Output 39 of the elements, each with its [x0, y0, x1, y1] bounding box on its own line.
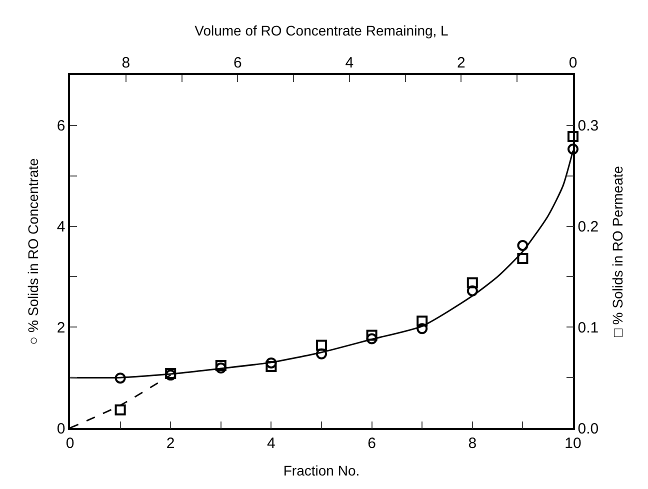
x2-tick-label: 6: [234, 54, 242, 72]
x2-tick-label: 2: [457, 54, 466, 72]
point: [266, 360, 277, 372]
point: [568, 131, 578, 142]
y-tick-label: 0: [56, 420, 66, 438]
y2-axis-title: □ % Solids in RO Permeate: [609, 166, 626, 338]
y2-tick-label: 0.3: [578, 118, 599, 135]
x-tick-label: 4: [267, 434, 276, 452]
point: [568, 144, 578, 155]
point: [366, 333, 378, 344]
point: [316, 348, 327, 360]
x2-axis-title: Volume of RO Concentrate Remaining, L: [194, 22, 449, 38]
x2-tick-label: 8: [122, 54, 130, 72]
x-tick-label: 2: [166, 434, 175, 452]
point: [517, 240, 528, 251]
y2-tick-label: 0.2: [578, 218, 599, 236]
point: [266, 357, 277, 368]
y-tick-label: 4: [56, 218, 66, 236]
y2-tick-label: 0.1: [578, 319, 599, 336]
y-axis-title: ○ % Solids in RO Concentrate: [25, 158, 42, 345]
point: [466, 285, 478, 296]
x-axis-title: Fraction No.: [283, 462, 360, 479]
point: [366, 330, 378, 341]
point: [215, 360, 226, 371]
x2-tick-label: 4: [345, 54, 354, 72]
y-tick-label: 2: [56, 319, 66, 336]
point: [114, 404, 126, 416]
point: [114, 372, 126, 384]
x2-tick-label: 0: [568, 54, 578, 72]
x-tick-label: 6: [368, 434, 376, 452]
point: [466, 277, 478, 288]
point: [416, 316, 428, 327]
x-tick-label: 10: [564, 434, 582, 452]
y-tick-label: 6: [56, 118, 66, 135]
point: [316, 340, 327, 351]
x-tick-label: 8: [468, 434, 477, 452]
point: [416, 323, 428, 334]
y2-tick-label: 0.0: [578, 420, 599, 438]
point: [517, 253, 528, 264]
